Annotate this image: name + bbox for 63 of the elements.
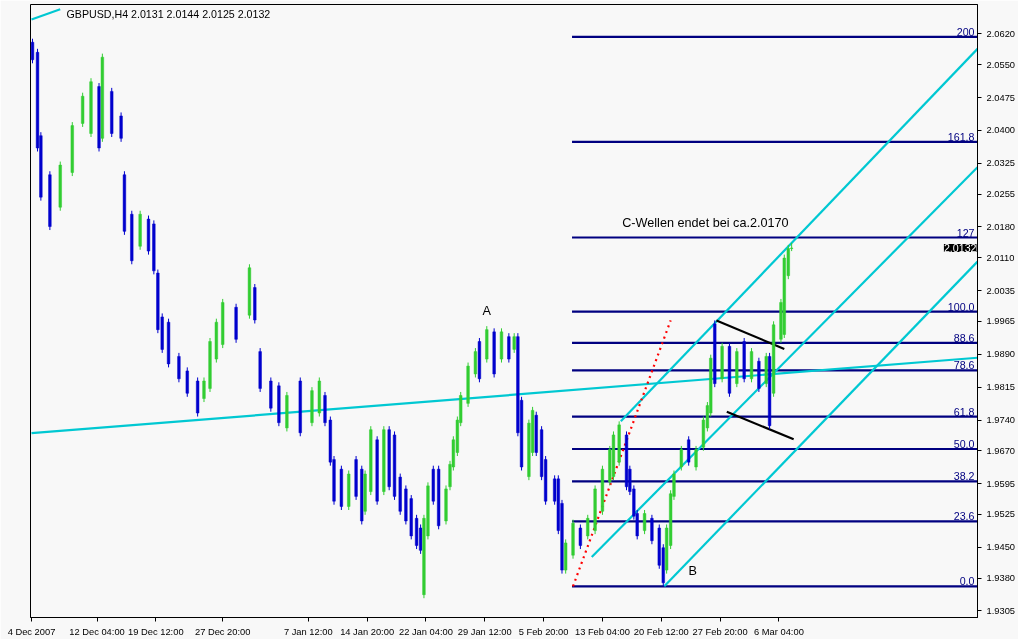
series-label: 78.6 <box>953 359 975 372</box>
series-label: 200 <box>956 25 975 38</box>
candlestick <box>119 111 123 143</box>
y-tick-label: 1.9595 <box>986 478 1016 489</box>
series-label: 61.8 <box>953 405 975 418</box>
candlestick <box>202 376 206 403</box>
candlestick <box>650 514 654 545</box>
y-tick-label: 1.9815 <box>986 382 1016 393</box>
annotation: C-Wellen endet bei ca.2.0170 <box>622 215 789 230</box>
annotation: B <box>688 564 697 579</box>
x-tick-label: 19 Dec 12:00 <box>128 626 184 637</box>
y-tick-label: 1.9965 <box>986 316 1016 327</box>
x-tick-label: 13 Feb 04:00 <box>574 626 630 637</box>
y-tick-label: 2.0550 <box>986 59 1016 70</box>
x-tick-label: 4 Dec 2007 <box>7 626 56 637</box>
candlestick <box>679 445 683 471</box>
candlestick <box>642 509 647 535</box>
x-tick-label: 7 Jan 12:00 <box>283 626 333 637</box>
annotation: 2.0132 <box>943 242 977 255</box>
y-tick-label: 2.0180 <box>986 221 1016 232</box>
series-label: 161.8 <box>947 130 975 143</box>
series-label: 100.0 <box>947 300 975 313</box>
y-tick-label: 2.0475 <box>986 92 1016 103</box>
x-tick-label: 14 Jan 20:00 <box>340 626 395 637</box>
y-tick-label: 1.9380 <box>986 573 1016 584</box>
y-tick-label: 1.9305 <box>986 605 1016 616</box>
x-tick-label: 22 Jan 04:00 <box>398 626 453 637</box>
y-tick-label: 1.9890 <box>986 349 1016 360</box>
series-label: 0.0 <box>959 575 975 588</box>
x-tick-label: 20 Feb 12:00 <box>633 626 689 637</box>
y-tick-label: 1.9450 <box>986 542 1016 553</box>
x-tick-label: 6 Mar 04:00 <box>754 626 804 637</box>
y-tick-label: 1.9740 <box>986 415 1016 426</box>
x-tick-label: 29 Jan 12:00 <box>457 626 512 637</box>
candlestick <box>177 352 181 383</box>
candlestick <box>512 332 516 354</box>
candlestick <box>507 332 511 364</box>
y-tick-label: 2.0620 <box>986 28 1016 39</box>
annotation: A <box>482 304 492 319</box>
x-tick-label: 5 Feb 20:00 <box>518 626 569 637</box>
series-label: 88.6 <box>953 331 975 344</box>
series-label: 38.2 <box>953 470 975 483</box>
series-label: 127 <box>956 226 975 239</box>
y-tick-label: 2.0035 <box>986 285 1016 296</box>
x-tick-label: 27 Dec 20:00 <box>194 626 251 637</box>
y-tick-label: 1.9670 <box>986 445 1016 456</box>
y-tick-label: 2.0325 <box>986 158 1016 169</box>
candlestick <box>687 435 691 467</box>
candlestick <box>185 366 189 398</box>
x-tick-label: 27 Feb 20:00 <box>692 626 748 637</box>
candlestick <box>30 38 35 64</box>
series-label: 23.6 <box>953 510 975 523</box>
y-tick-label: 2.0400 <box>986 125 1016 136</box>
y-tick-label: 1.9525 <box>986 509 1016 520</box>
series-label: 50.0 <box>953 438 975 450</box>
candlestick <box>578 523 582 550</box>
y-tick-label: 2.0110 <box>986 252 1015 263</box>
candlestick <box>586 514 590 540</box>
chart-title: GBPUSD,H4 2.0131 2.0144 2.0125 2.0132 <box>66 7 271 20</box>
candlestick <box>694 445 698 471</box>
candlestick <box>473 347 478 378</box>
y-tick-label: 2.0255 <box>986 189 1016 200</box>
x-tick-label: 12 Dec 04:00 <box>69 626 125 637</box>
